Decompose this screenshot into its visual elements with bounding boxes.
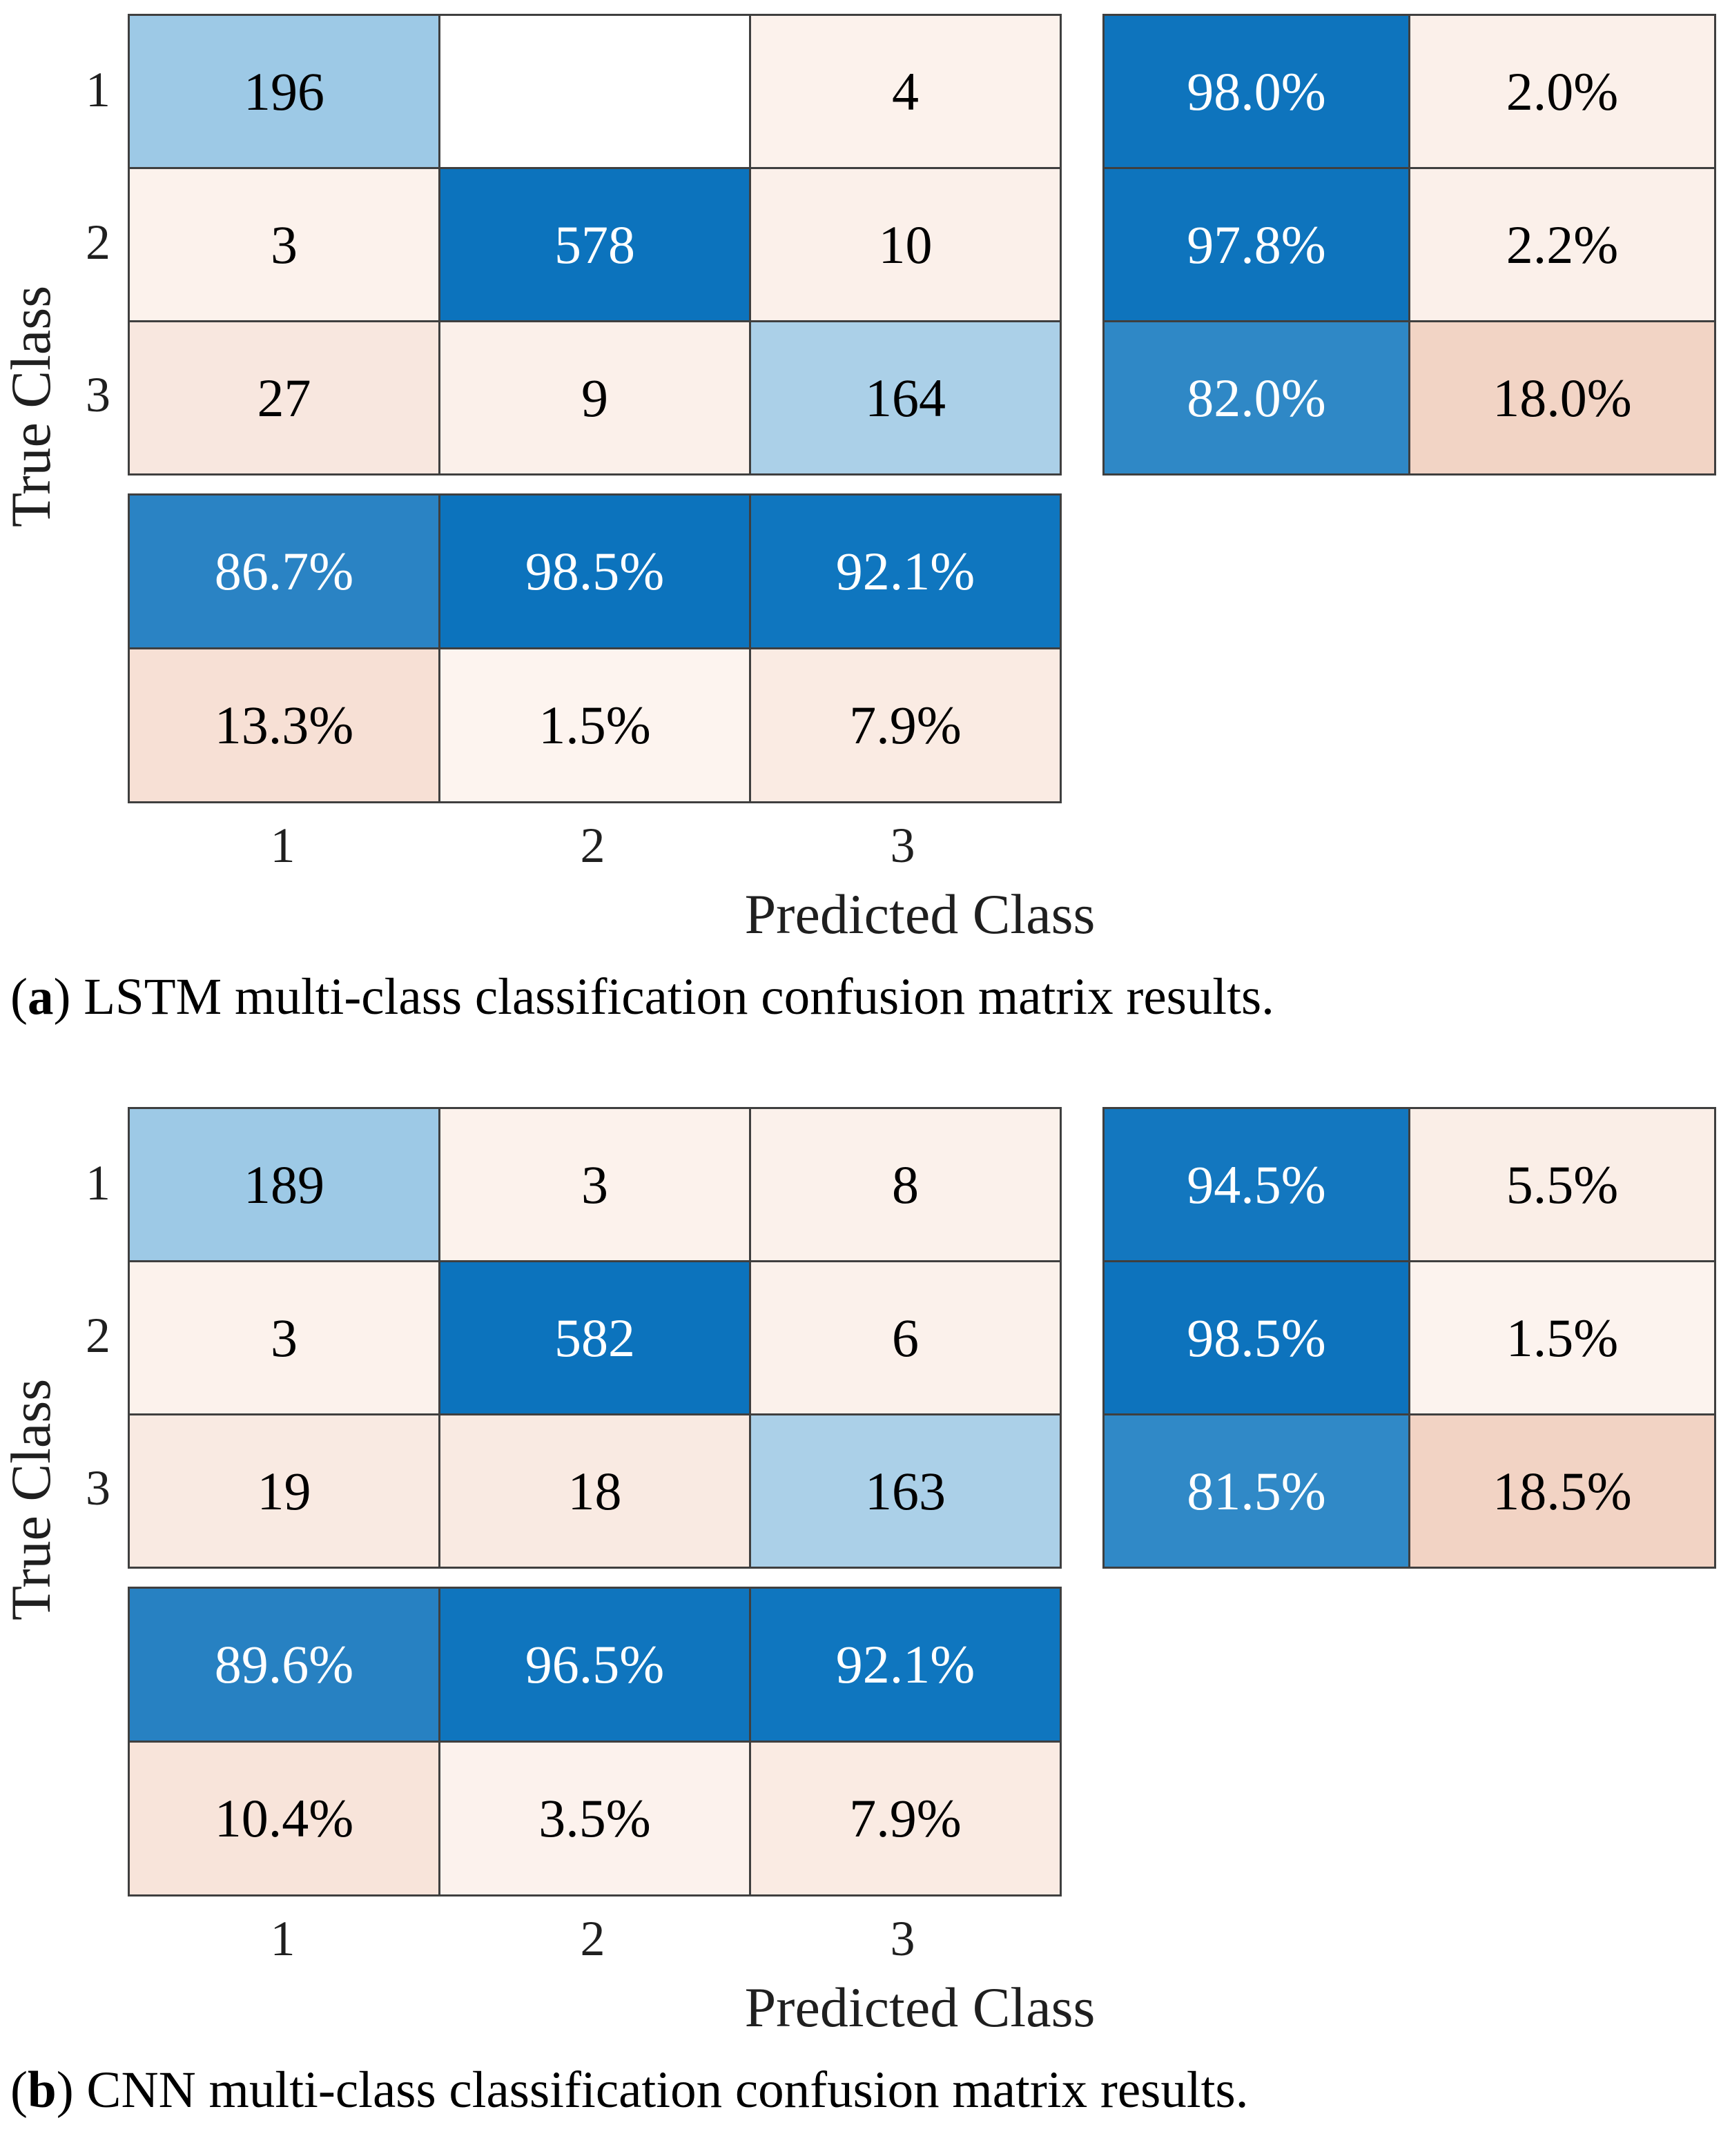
column-summary-grid: 86.7% 98.5% 92.1% 13.3% 1.5% 7.9% xyxy=(128,493,1062,803)
x-tick-labels: 1 2 3 xyxy=(128,813,1058,879)
x-tick-label: 3 xyxy=(890,1911,915,1966)
column-summary-grid: 89.6% 96.5% 92.1% 10.4% 3.5% 7.9% xyxy=(128,1587,1062,1897)
row-summary-cell: 98.5% xyxy=(1105,1262,1408,1413)
figure-caption-a: (a) LSTM multi-class classification conf… xyxy=(10,968,1709,1027)
row-summary-cell: 2.0% xyxy=(1410,16,1714,167)
col-summary-cell: 1.5% xyxy=(440,649,749,801)
matrix-cell: 9 xyxy=(440,322,749,473)
col-summary-cell: 7.9% xyxy=(751,1743,1060,1894)
row-summary-cell: 98.0% xyxy=(1105,16,1408,167)
row-summary-cell: 5.5% xyxy=(1410,1109,1714,1260)
x-tick-labels: 1 2 3 xyxy=(128,1906,1058,1972)
matrix-cell: 164 xyxy=(751,322,1060,473)
col-summary-cell: 92.1% xyxy=(751,496,1060,647)
matrix-cell xyxy=(440,16,749,167)
x-axis-label: Predicted Class xyxy=(744,1976,1096,2039)
row-summary-cell: 94.5% xyxy=(1105,1109,1408,1260)
matrix-cell: 4 xyxy=(751,16,1060,167)
figure-caption-b: (b) CNN multi-class classification confu… xyxy=(10,2061,1709,2120)
confusion-matrix-grid: 189 3 8 3 582 6 19 18 163 xyxy=(128,1107,1062,1569)
x-tick-label: 1 xyxy=(270,1911,295,1966)
row-summary-cell: 82.0% xyxy=(1105,322,1408,473)
x-tick-label: 3 xyxy=(890,818,915,873)
confusion-matrix-figure-cnn: True Class 1 2 3 189 3 8 3 582 6 19 18 1… xyxy=(0,1093,1721,2156)
y-tick-label: 3 xyxy=(86,1460,110,1516)
y-tick-label: 2 xyxy=(86,1308,110,1363)
matrix-cell: 3 xyxy=(440,1109,749,1260)
matrix-cell: 3 xyxy=(130,169,438,320)
y-tick-label: 1 xyxy=(86,62,110,117)
matrix-cell: 578 xyxy=(440,169,749,320)
row-summary-cell: 2.2% xyxy=(1410,169,1714,320)
col-summary-cell: 13.3% xyxy=(130,649,438,801)
matrix-cell: 6 xyxy=(751,1262,1060,1413)
matrix-cell: 10 xyxy=(751,169,1060,320)
caption-paren-open: ( xyxy=(10,2061,28,2119)
x-tick-label: 2 xyxy=(580,818,605,873)
x-tick-label: 1 xyxy=(270,818,295,873)
y-tick-label: 1 xyxy=(86,1155,110,1211)
confusion-matrix-figure-lstm: True Class 1 2 3 196 4 3 578 10 27 9 164… xyxy=(0,0,1721,1077)
matrix-cell: 18 xyxy=(440,1415,749,1567)
col-summary-cell: 10.4% xyxy=(130,1743,438,1894)
x-axis-label: Predicted Class xyxy=(744,883,1096,945)
col-summary-cell: 92.1% xyxy=(751,1589,1060,1741)
caption-text: ) CNN multi-class classification confusi… xyxy=(56,2061,1249,2119)
row-summary-grid: 98.0% 2.0% 97.8% 2.2% 82.0% 18.0% xyxy=(1102,14,1716,476)
col-summary-cell: 86.7% xyxy=(130,496,438,647)
row-summary-cell: 18.0% xyxy=(1410,322,1714,473)
y-tick-label: 2 xyxy=(86,215,110,270)
row-summary-cell: 18.5% xyxy=(1410,1415,1714,1567)
col-summary-cell: 7.9% xyxy=(751,649,1060,801)
matrix-cell: 27 xyxy=(130,322,438,473)
confusion-matrix-grid: 196 4 3 578 10 27 9 164 xyxy=(128,14,1062,476)
col-summary-cell: 96.5% xyxy=(440,1589,749,1741)
y-tick-labels: 1 2 3 xyxy=(41,1107,110,1565)
caption-label: b xyxy=(27,2061,57,2119)
col-summary-cell: 89.6% xyxy=(130,1589,438,1741)
row-summary-cell: 97.8% xyxy=(1105,169,1408,320)
caption-label: a xyxy=(27,968,54,1026)
y-tick-label: 3 xyxy=(86,367,110,422)
matrix-cell: 19 xyxy=(130,1415,438,1567)
y-tick-labels: 1 2 3 xyxy=(41,14,110,471)
caption-text: ) LSTM multi-class classification confus… xyxy=(53,968,1274,1026)
matrix-cell: 3 xyxy=(130,1262,438,1413)
matrix-cell: 163 xyxy=(751,1415,1060,1567)
matrix-cell: 196 xyxy=(130,16,438,167)
row-summary-cell: 81.5% xyxy=(1105,1415,1408,1567)
row-summary-cell: 1.5% xyxy=(1410,1262,1714,1413)
matrix-cell: 189 xyxy=(130,1109,438,1260)
row-summary-grid: 94.5% 5.5% 98.5% 1.5% 81.5% 18.5% xyxy=(1102,1107,1716,1569)
col-summary-cell: 98.5% xyxy=(440,496,749,647)
x-tick-label: 2 xyxy=(580,1911,605,1966)
caption-paren-open: ( xyxy=(10,968,28,1026)
matrix-cell: 8 xyxy=(751,1109,1060,1260)
col-summary-cell: 3.5% xyxy=(440,1743,749,1894)
matrix-cell: 582 xyxy=(440,1262,749,1413)
